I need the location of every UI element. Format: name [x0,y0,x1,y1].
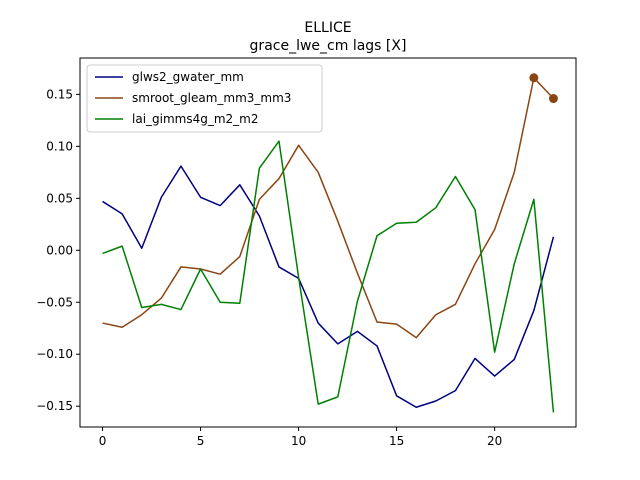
y-tick-label: 0.05 [46,191,73,205]
y-tick-label: −0.15 [36,399,73,413]
y-tick-label: −0.05 [36,295,73,309]
x-tick-label: 10 [291,434,306,448]
y-tick-label: −0.10 [36,347,73,361]
legend-box [86,64,323,133]
x-axis: 0 5 10 15 20 [99,427,502,448]
x-tick-label: 15 [389,434,404,448]
chart-title: ELLICE [304,20,351,36]
chart-subtitle: grace_lwe_cm lags [X] [250,38,407,54]
x-tick-label: 5 [197,434,205,448]
y-axis: −0.15 −0.10 −0.05 0.00 0.05 0.10 0.15 [36,87,80,413]
legend-label: lai_gimms4g_m2_m2 [132,112,259,126]
series-marker [548,94,558,104]
legend-label: glws2_gwater_mm [132,70,244,84]
plot-lines [102,73,558,413]
legend: glws2_gwater_mm smroot_gleam_mm3_mm3 lai_g… [86,64,323,133]
x-tick-label: 0 [99,434,107,448]
series-marker [529,73,539,83]
series-line-smroot_gleam_mm3_mm3 [102,77,554,339]
y-tick-label: 0.15 [46,87,73,101]
y-tick-label: 0.00 [46,243,73,257]
legend-label: smroot_gleam_mm3_mm3 [132,91,291,105]
series-line-glws2_gwater_mm [102,165,555,408]
y-tick-label: 0.10 [46,139,73,153]
series-line-lai_gimms4g_m2_m2 [102,140,555,413]
plot-frame [79,57,577,428]
x-tick-label: 20 [487,434,502,448]
